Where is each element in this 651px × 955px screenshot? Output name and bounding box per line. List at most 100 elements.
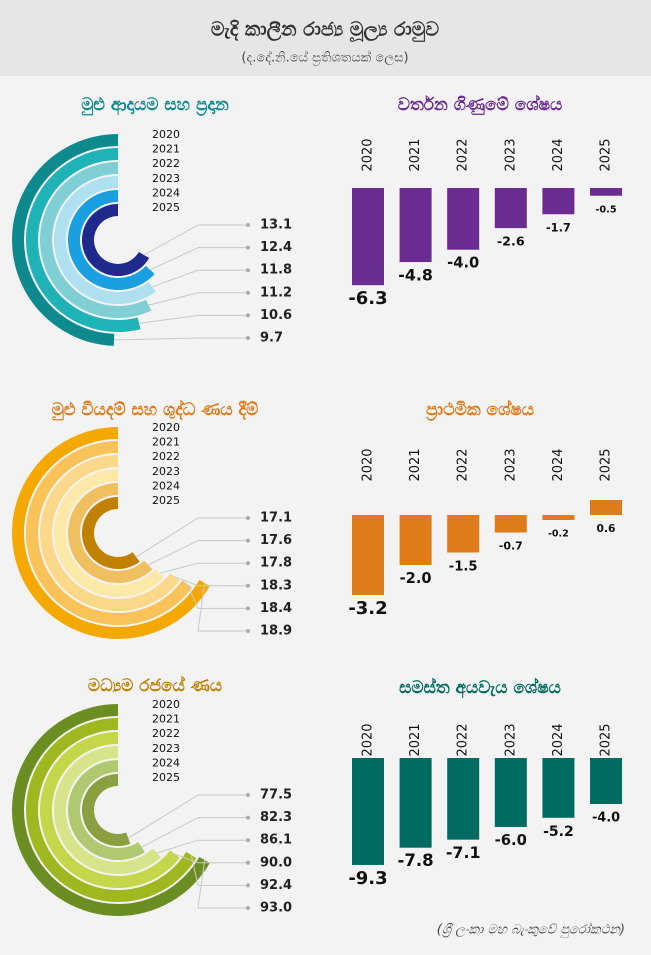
value-label: 17.8 — [260, 556, 292, 571]
bar — [542, 758, 575, 818]
radial-bar — [53, 746, 161, 874]
radial-bar — [54, 469, 165, 597]
year-label: 2025 — [152, 771, 180, 784]
year-label: 2025 — [152, 201, 180, 214]
year-label: 2023 — [152, 465, 180, 478]
leader-line — [148, 292, 248, 306]
value-label: -9.3 — [348, 868, 387, 889]
leader-line — [141, 817, 248, 848]
year-label: 2023 — [152, 172, 180, 185]
value-label: 0.6 — [597, 522, 616, 535]
value-label: 10.6 — [260, 308, 292, 323]
year-label: 2020 — [152, 128, 180, 141]
year-label: 2023 — [503, 138, 518, 171]
value-label: 13.1 — [260, 218, 292, 233]
year-label: 2021 — [152, 143, 180, 156]
radial-bar — [82, 204, 150, 276]
leader-dot — [246, 860, 250, 865]
year-label: 2021 — [152, 436, 180, 449]
leader-dot — [246, 538, 250, 543]
leader-dot — [246, 336, 250, 340]
value-label: 18.4 — [260, 601, 292, 616]
year-label: 2025 — [599, 723, 614, 756]
chart-title: සමස්ත අයවැය ශේෂය — [399, 677, 561, 699]
year-label: 2023 — [503, 723, 518, 756]
bar — [447, 188, 480, 250]
radial-bar — [68, 190, 155, 290]
header-band — [0, 0, 651, 76]
bar — [590, 758, 622, 804]
value-label: -6.3 — [348, 288, 387, 309]
bar — [494, 758, 527, 827]
leader-line — [127, 794, 248, 839]
value-label: 82.3 — [260, 810, 292, 825]
bar — [542, 515, 575, 520]
bar — [494, 188, 527, 229]
radial-bar — [40, 162, 152, 318]
year-label: 2021 — [152, 713, 180, 726]
value-label: 86.1 — [260, 833, 292, 848]
leader-dot — [246, 583, 250, 588]
year-label: 2024 — [152, 479, 180, 492]
value-label: 17.6 — [260, 533, 292, 548]
leader-line — [135, 517, 248, 558]
value-label: 9.7 — [260, 331, 283, 346]
chart-title: මධ්‍යම රජයේ ණය — [88, 675, 222, 696]
bar — [399, 758, 432, 848]
bar — [352, 515, 384, 595]
value-label: -2.6 — [497, 234, 525, 249]
leader-line — [174, 853, 248, 864]
leader-dot — [246, 838, 250, 843]
year-label: 2020 — [361, 138, 376, 171]
year-label: 2024 — [152, 186, 180, 199]
year-label: 2022 — [152, 450, 180, 463]
value-label: 90.0 — [260, 855, 292, 870]
value-label: -5.2 — [543, 824, 574, 840]
value-label: -0.7 — [499, 540, 523, 553]
value-label: 93.0 — [260, 901, 292, 916]
year-label: 2020 — [361, 723, 376, 756]
value-label: -2.0 — [400, 570, 432, 587]
bar — [447, 758, 480, 840]
year-label: 2022 — [456, 138, 471, 171]
leader-dot — [246, 561, 250, 566]
value-label: 77.5 — [260, 788, 292, 803]
bar — [399, 188, 432, 263]
value-label: 17.1 — [260, 511, 292, 526]
radial-bar — [81, 774, 131, 846]
year-label: 2021 — [408, 448, 423, 481]
year-label: 2020 — [152, 698, 180, 711]
value-label: 11.2 — [260, 285, 292, 300]
value-label: -7.8 — [398, 851, 434, 870]
year-label: 2022 — [456, 723, 471, 756]
leader-line — [143, 224, 248, 256]
year-label: 2020 — [152, 421, 180, 434]
year-label: 2024 — [551, 448, 566, 481]
main-title: මැදි කාලීන රාජ්‍ය මූල්‍ය රාමුව — [211, 19, 439, 43]
bar — [447, 515, 480, 553]
leader-line — [197, 859, 248, 909]
value-label: 18.9 — [260, 624, 292, 639]
value-label: -4.0 — [447, 255, 479, 272]
year-label: 2023 — [152, 742, 180, 755]
bar — [494, 515, 527, 533]
leader-dot — [246, 516, 250, 520]
leader-dot — [246, 290, 250, 295]
value-label: -0.2 — [548, 529, 569, 540]
year-label: 2025 — [599, 448, 614, 481]
leader-line — [174, 576, 248, 587]
year-label: 2025 — [599, 138, 614, 171]
value-label: -6.0 — [495, 832, 527, 849]
value-label: -1.5 — [449, 560, 478, 575]
leader-line — [113, 337, 248, 341]
subtitle: (ද.දේ.නි.යේ ප්‍රතිශතයක් ලෙස) — [241, 49, 408, 65]
leader-dot — [246, 268, 250, 273]
bar — [352, 758, 384, 865]
year-label: 2022 — [456, 448, 471, 481]
year-label: 2021 — [408, 138, 423, 171]
chart-title: ප්‍රාථමික ශේෂය — [425, 399, 534, 421]
leader-dot — [246, 883, 250, 888]
bar — [590, 500, 622, 515]
